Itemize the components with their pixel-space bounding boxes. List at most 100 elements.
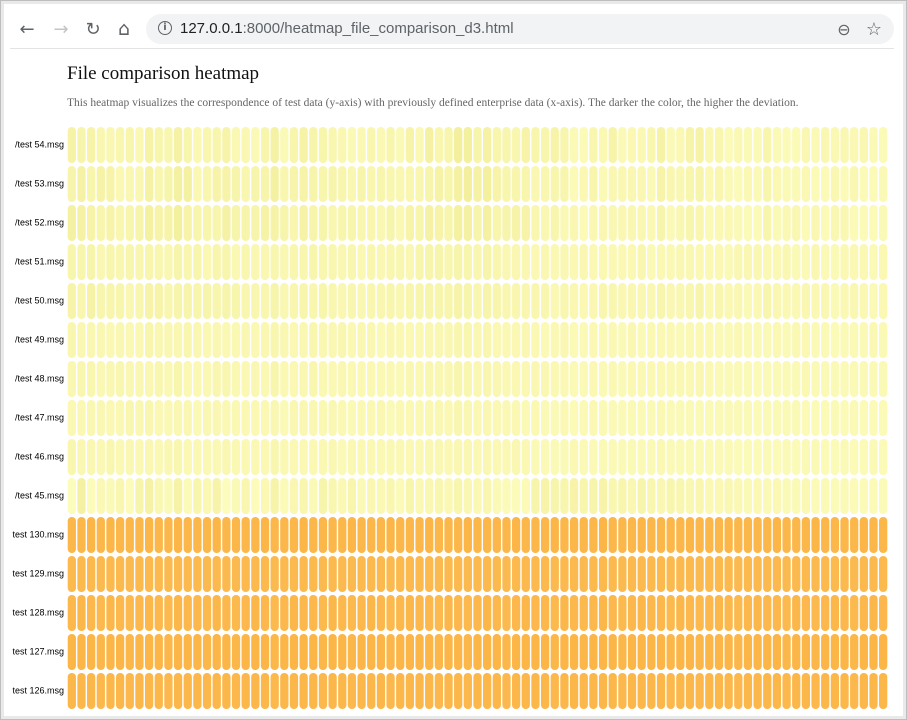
heatmap-cell[interactable]	[280, 556, 289, 592]
heatmap-cell[interactable]	[540, 400, 550, 436]
heatmap-cell[interactable]	[280, 283, 289, 319]
heatmap-cell[interactable]	[67, 673, 76, 709]
heatmap-cell[interactable]	[473, 283, 482, 319]
heatmap-cell[interactable]	[830, 595, 840, 631]
heatmap-cell[interactable]	[202, 439, 212, 475]
heatmap-cell[interactable]	[125, 400, 134, 436]
heatmap-cell[interactable]	[328, 556, 337, 592]
heatmap-cell[interactable]	[67, 322, 76, 358]
heatmap-cell[interactable]	[879, 361, 888, 397]
heatmap-cell[interactable]	[125, 556, 134, 592]
heatmap-cell[interactable]	[589, 634, 598, 670]
heatmap-cell[interactable]	[309, 322, 318, 358]
heatmap-cell[interactable]	[299, 283, 308, 319]
heatmap-cell[interactable]	[87, 439, 96, 475]
heatmap-cell[interactable]	[763, 634, 772, 670]
heatmap-cell[interactable]	[608, 322, 617, 358]
heatmap-cell[interactable]	[782, 283, 791, 319]
heatmap-cell[interactable]	[821, 205, 830, 241]
heatmap-cell[interactable]	[792, 283, 801, 319]
heatmap-cell[interactable]	[67, 595, 76, 631]
heatmap-cell[interactable]	[357, 322, 366, 358]
heatmap-cell[interactable]	[473, 556, 482, 592]
heatmap-cell[interactable]	[850, 400, 859, 436]
heatmap-cell[interactable]	[376, 595, 386, 631]
heatmap-cell[interactable]	[714, 205, 724, 241]
heatmap-cell[interactable]	[463, 439, 472, 475]
heatmap-cell[interactable]	[87, 634, 96, 670]
heatmap-cell[interactable]	[560, 673, 569, 709]
heatmap-cell[interactable]	[338, 439, 347, 475]
heatmap-cell[interactable]	[772, 634, 782, 670]
heatmap-cell[interactable]	[792, 400, 801, 436]
heatmap-cell[interactable]	[550, 595, 559, 631]
heatmap-cell[interactable]	[299, 556, 308, 592]
heatmap-cell[interactable]	[656, 205, 666, 241]
heatmap-cell[interactable]	[309, 556, 318, 592]
heatmap-cell[interactable]	[405, 322, 415, 358]
heatmap-cell[interactable]	[656, 673, 666, 709]
heatmap-cell[interactable]	[598, 283, 608, 319]
heatmap-cell[interactable]	[328, 283, 337, 319]
heatmap-cell[interactable]	[135, 400, 144, 436]
heatmap-cell[interactable]	[154, 166, 163, 202]
heatmap-cell[interactable]	[734, 556, 743, 592]
heatmap-cell[interactable]	[87, 166, 96, 202]
heatmap-cell[interactable]	[821, 244, 830, 280]
heatmap-cell[interactable]	[405, 283, 415, 319]
heatmap-cell[interactable]	[850, 361, 859, 397]
heatmap-cell[interactable]	[579, 556, 588, 592]
heatmap-cell[interactable]	[96, 283, 105, 319]
heatmap-cell[interactable]	[724, 283, 733, 319]
heatmap-cell[interactable]	[840, 556, 849, 592]
heatmap-cell[interactable]	[183, 439, 192, 475]
heatmap-cell[interactable]	[811, 322, 820, 358]
heatmap-cell[interactable]	[685, 166, 695, 202]
heatmap-cell[interactable]	[106, 283, 115, 319]
heatmap-cell[interactable]	[251, 400, 260, 436]
heatmap-cell[interactable]	[879, 166, 888, 202]
heatmap-cell[interactable]	[135, 322, 144, 358]
heatmap-cell[interactable]	[367, 478, 376, 514]
heatmap-cell[interactable]	[144, 361, 154, 397]
heatmap-cell[interactable]	[251, 283, 260, 319]
heatmap-cell[interactable]	[231, 166, 241, 202]
heatmap-cell[interactable]	[492, 439, 501, 475]
heatmap-cell[interactable]	[579, 634, 588, 670]
heatmap-cell[interactable]	[743, 478, 753, 514]
heatmap-cell[interactable]	[666, 361, 675, 397]
heatmap-cell[interactable]	[598, 595, 608, 631]
heatmap-cell[interactable]	[376, 400, 386, 436]
heatmap-cell[interactable]	[115, 361, 125, 397]
heatmap-cell[interactable]	[656, 634, 666, 670]
heatmap-cell[interactable]	[869, 634, 878, 670]
heatmap-cell[interactable]	[560, 556, 569, 592]
heatmap-cell[interactable]	[212, 517, 221, 553]
heatmap-cell[interactable]	[531, 166, 540, 202]
heatmap-cell[interactable]	[531, 673, 540, 709]
heatmap-cell[interactable]	[502, 361, 511, 397]
heatmap-cell[interactable]	[347, 166, 357, 202]
heatmap-cell[interactable]	[328, 673, 337, 709]
heatmap-cell[interactable]	[454, 127, 463, 163]
heatmap-cell[interactable]	[376, 322, 386, 358]
heatmap-cell[interactable]	[840, 400, 849, 436]
heatmap-cell[interactable]	[434, 322, 443, 358]
heatmap-cell[interactable]	[502, 517, 511, 553]
heatmap-cell[interactable]	[328, 166, 337, 202]
heatmap-cell[interactable]	[540, 361, 550, 397]
heatmap-cell[interactable]	[830, 478, 840, 514]
heatmap-cell[interactable]	[405, 244, 415, 280]
heatmap-cell[interactable]	[521, 205, 530, 241]
heatmap-cell[interactable]	[115, 127, 125, 163]
heatmap-cell[interactable]	[772, 673, 782, 709]
heatmap-cell[interactable]	[879, 400, 888, 436]
heatmap-cell[interactable]	[695, 556, 704, 592]
heatmap-cell[interactable]	[869, 244, 878, 280]
heatmap-cell[interactable]	[299, 478, 308, 514]
heatmap-cell[interactable]	[241, 166, 250, 202]
heatmap-cell[interactable]	[106, 556, 115, 592]
heatmap-cell[interactable]	[154, 478, 163, 514]
heatmap-cell[interactable]	[270, 244, 279, 280]
heatmap-cell[interactable]	[270, 283, 279, 319]
